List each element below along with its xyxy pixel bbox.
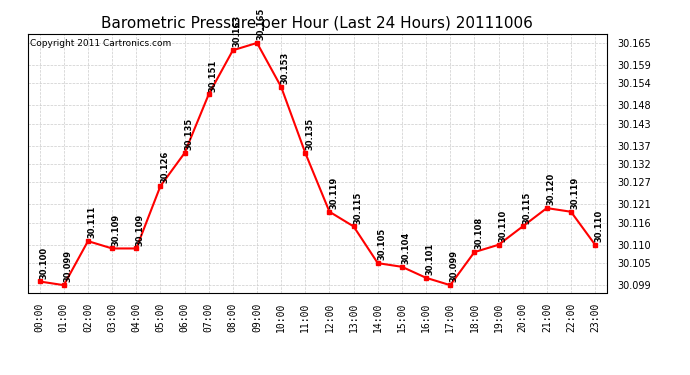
Text: 30.101: 30.101 — [426, 243, 435, 275]
Text: 30.153: 30.153 — [281, 52, 290, 84]
Text: 30.163: 30.163 — [233, 15, 241, 48]
Text: 30.135: 30.135 — [184, 118, 193, 150]
Text: 30.108: 30.108 — [474, 217, 483, 249]
Text: Copyright 2011 Cartronics.com: Copyright 2011 Cartronics.com — [30, 39, 172, 48]
Text: 30.110: 30.110 — [498, 210, 507, 242]
Text: 30.120: 30.120 — [546, 173, 555, 205]
Text: 30.119: 30.119 — [329, 177, 338, 209]
Text: 30.135: 30.135 — [305, 118, 314, 150]
Text: 30.165: 30.165 — [257, 8, 266, 40]
Text: 30.099: 30.099 — [63, 251, 72, 282]
Text: 30.126: 30.126 — [160, 151, 169, 183]
Text: 30.119: 30.119 — [571, 177, 580, 209]
Text: 30.115: 30.115 — [522, 191, 531, 224]
Text: 30.151: 30.151 — [208, 59, 217, 92]
Text: 30.104: 30.104 — [402, 232, 411, 264]
Text: 30.099: 30.099 — [450, 251, 459, 282]
Text: 30.100: 30.100 — [39, 247, 48, 279]
Text: 30.105: 30.105 — [377, 228, 386, 260]
Text: 30.110: 30.110 — [595, 210, 604, 242]
Text: 30.115: 30.115 — [353, 191, 362, 224]
Text: 30.109: 30.109 — [112, 213, 121, 246]
Title: Barometric Pressure per Hour (Last 24 Hours) 20111006: Barometric Pressure per Hour (Last 24 Ho… — [101, 16, 533, 31]
Text: 30.111: 30.111 — [88, 206, 97, 238]
Text: 30.109: 30.109 — [136, 213, 145, 246]
